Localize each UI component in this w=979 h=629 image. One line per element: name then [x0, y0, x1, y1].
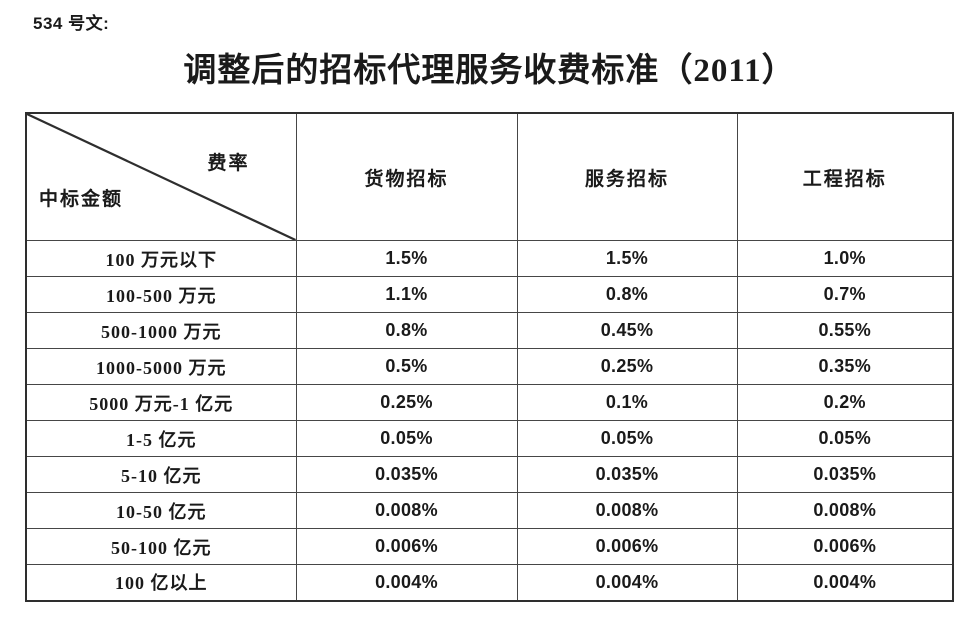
- rate-cell-engineering: 0.004%: [736, 564, 954, 601]
- table-row: 5000 万元-1 亿元 0.25% 0.1% 0.2%: [25, 384, 954, 421]
- table-row: 50-100 亿元 0.006% 0.006% 0.006%: [25, 528, 954, 565]
- rate-cell-engineering: 1.0%: [736, 240, 954, 277]
- rate-cell-services: 0.1%: [516, 384, 738, 421]
- diagonal-divider: [27, 114, 295, 240]
- column-header-engineering: 工程招标: [736, 112, 954, 241]
- table-row: 5-10 亿元 0.035% 0.035% 0.035%: [25, 456, 954, 493]
- rate-cell-goods: 0.006%: [295, 528, 518, 565]
- amount-cell: 100-500 万元: [25, 276, 297, 313]
- rate-cell-engineering: 0.55%: [736, 312, 954, 349]
- corner-label-amount: 中标金额: [39, 189, 124, 210]
- amount-cell: 100 亿以上: [25, 564, 297, 601]
- rate-cell-services: 0.45%: [516, 312, 738, 349]
- rate-cell-goods: 0.25%: [295, 384, 518, 421]
- table-row: 100 万元以下 1.5% 1.5% 1.0%: [25, 240, 954, 277]
- rate-cell-goods: 1.5%: [295, 240, 518, 277]
- table-row: 500-1000 万元 0.8% 0.45% 0.55%: [25, 312, 954, 349]
- rate-cell-services: 1.5%: [516, 240, 738, 277]
- rate-cell-services: 0.05%: [516, 420, 738, 457]
- amount-cell: 500-1000 万元: [25, 312, 297, 349]
- table-row: 100-500 万元 1.1% 0.8% 0.7%: [25, 276, 954, 313]
- page-title: 调整后的招标代理服务收费标准（2011）: [183, 53, 796, 89]
- rate-cell-engineering: 0.006%: [736, 528, 954, 565]
- rate-cell-goods: 0.05%: [295, 420, 518, 457]
- rate-cell-goods: 0.035%: [295, 456, 518, 493]
- table-row: 100 亿以上 0.004% 0.004% 0.004%: [25, 564, 954, 601]
- amount-cell: 50-100 亿元: [25, 528, 297, 565]
- corner-wrap: 费率 中标金额: [27, 114, 295, 240]
- amount-cell: 5-10 亿元: [25, 456, 297, 493]
- rate-cell-engineering: 0.2%: [736, 384, 954, 421]
- rate-cell-services: 0.008%: [516, 492, 738, 529]
- table-corner-cell: 费率 中标金额: [25, 112, 297, 241]
- rate-cell-engineering: 0.035%: [736, 456, 954, 493]
- fee-standard-table: 费率 中标金额 货物招标 服务招标 工程招标 100 万元以下 1.5% 1.5…: [25, 112, 954, 602]
- rate-cell-engineering: 0.05%: [736, 420, 954, 457]
- table-header-row: 费率 中标金额 货物招标 服务招标 工程招标: [25, 112, 954, 241]
- table-row: 1000-5000 万元 0.5% 0.25% 0.35%: [25, 348, 954, 385]
- rate-cell-goods: 0.004%: [295, 564, 518, 601]
- rate-cell-engineering: 0.008%: [736, 492, 954, 529]
- rate-cell-services: 0.8%: [516, 276, 738, 313]
- column-header-services: 服务招标: [516, 112, 738, 241]
- rate-cell-goods: 0.8%: [295, 312, 518, 349]
- table-row: 1-5 亿元 0.05% 0.05% 0.05%: [25, 420, 954, 457]
- amount-cell: 5000 万元-1 亿元: [25, 384, 297, 421]
- rate-cell-services: 0.006%: [516, 528, 738, 565]
- rate-cell-engineering: 0.35%: [736, 348, 954, 385]
- rate-cell-services: 0.004%: [516, 564, 738, 601]
- rate-cell-engineering: 0.7%: [736, 276, 954, 313]
- rate-cell-services: 0.25%: [516, 348, 738, 385]
- rate-cell-goods: 0.008%: [295, 492, 518, 529]
- rate-cell-goods: 1.1%: [295, 276, 518, 313]
- column-header-goods: 货物招标: [295, 112, 518, 241]
- table-row: 10-50 亿元 0.008% 0.008% 0.008%: [25, 492, 954, 529]
- corner-label-rate: 费率: [207, 153, 250, 174]
- amount-cell: 100 万元以下: [25, 240, 297, 277]
- amount-cell: 10-50 亿元: [25, 492, 297, 529]
- rate-cell-services: 0.035%: [516, 456, 738, 493]
- amount-cell: 1000-5000 万元: [25, 348, 297, 385]
- doc-number: 534 号文:: [33, 14, 110, 33]
- amount-cell: 1-5 亿元: [25, 420, 297, 457]
- rate-cell-goods: 0.5%: [295, 348, 518, 385]
